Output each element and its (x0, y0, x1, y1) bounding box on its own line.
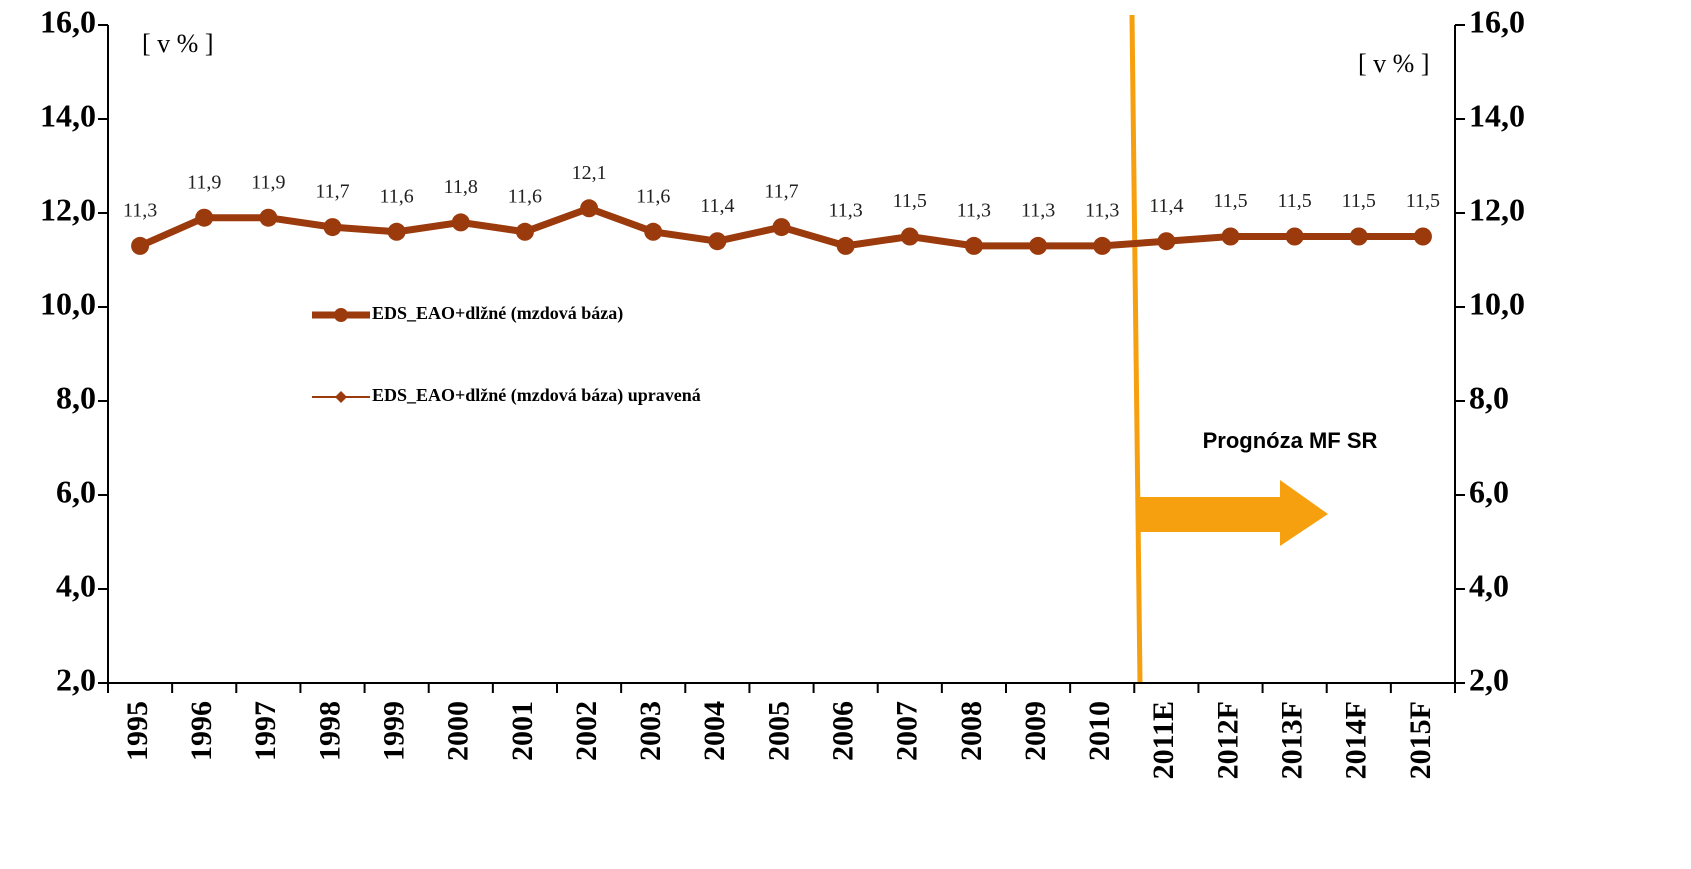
data-label: 11,4 (700, 195, 734, 217)
data-label: 11,5 (893, 190, 927, 212)
x-tick-label: 2005 (762, 701, 795, 761)
x-tick-label: 1998 (313, 701, 346, 761)
point-diamond (390, 225, 403, 238)
data-label: 11,5 (1406, 190, 1440, 212)
x-tick-label: 2012F (1211, 701, 1244, 779)
data-label: 11,5 (1278, 190, 1312, 212)
y-tick-label: 16,0 (40, 3, 96, 39)
point-diamond (647, 225, 660, 238)
y2-tick-label: 6,0 (1469, 473, 1509, 509)
data-label: 11,9 (187, 171, 221, 193)
x-tick-label: 1999 (378, 701, 411, 761)
data-label: 11,3 (1085, 199, 1119, 221)
point-diamond (1352, 230, 1365, 243)
x-tick-label: 1996 (185, 701, 218, 761)
y2-tick-label: 2,0 (1469, 661, 1509, 697)
x-tick-label: 2002 (570, 701, 603, 761)
point-diamond (1224, 230, 1237, 243)
point-diamond (198, 211, 211, 224)
point-diamond (518, 225, 531, 238)
x-tick-label: 2010 (1083, 701, 1116, 761)
point-diamond (1032, 239, 1045, 252)
y2-tick-label: 4,0 (1469, 567, 1509, 603)
point-diamond (1288, 230, 1301, 243)
x-tick-label: 2004 (698, 701, 731, 761)
y-tick-label: 8,0 (56, 379, 96, 415)
legend-label: EDS_EAO+dlžné (mzdová báza) (372, 303, 623, 324)
point-diamond (711, 235, 724, 248)
data-label: 11,6 (380, 185, 414, 207)
y-tick-label: 10,0 (40, 285, 96, 321)
data-label: 11,6 (636, 185, 670, 207)
point-diamond (1416, 230, 1429, 243)
y-tick-label: 6,0 (56, 473, 96, 509)
point-diamond (839, 239, 852, 252)
y-tick-label: 12,0 (40, 191, 96, 227)
point-diamond (967, 239, 980, 252)
x-tick-label: 1997 (249, 701, 282, 761)
x-tick-label: 2011E (1147, 701, 1180, 779)
point-diamond (134, 239, 147, 252)
unit-left: [ v % ] (142, 29, 213, 58)
x-tick-label: 2001 (506, 701, 539, 761)
x-tick-label: 2003 (634, 701, 667, 761)
point-diamond (903, 230, 916, 243)
point-diamond (775, 221, 788, 234)
point-diamond (1160, 235, 1173, 248)
point-diamond (262, 211, 275, 224)
y2-tick-label: 8,0 (1469, 379, 1509, 415)
annotation: Prognóza MF SR (1203, 428, 1378, 453)
legend-marker (335, 391, 347, 403)
y-tick-label: 14,0 (40, 97, 96, 133)
y-tick-label: 2,0 (56, 661, 96, 697)
data-label: 11,7 (315, 181, 349, 203)
x-tick-label: 2008 (955, 701, 988, 761)
x-tick-label: 2000 (442, 701, 475, 761)
x-tick-label: 2007 (891, 701, 924, 761)
data-label: 12,1 (572, 162, 607, 184)
data-label: 11,3 (957, 199, 991, 221)
y-tick-label: 4,0 (56, 567, 96, 603)
point-diamond (583, 202, 596, 215)
legend-marker (334, 308, 348, 322)
data-label: 11,8 (444, 176, 478, 198)
data-label: 11,3 (123, 199, 157, 221)
x-tick-label: 2009 (1019, 701, 1052, 761)
forecast-divider (1129, 14, 1143, 684)
x-tick-label: 1995 (121, 701, 154, 761)
data-label: 11,7 (764, 181, 798, 203)
y2-tick-label: 16,0 (1469, 3, 1525, 39)
forecast-arrow (1138, 480, 1328, 546)
point-diamond (1096, 239, 1109, 252)
data-label: 11,5 (1213, 190, 1247, 212)
x-tick-label: 2013F (1276, 701, 1309, 779)
point-diamond (326, 221, 339, 234)
y2-tick-label: 12,0 (1469, 191, 1525, 227)
data-label: 11,4 (1149, 195, 1183, 217)
y2-tick-label: 10,0 (1469, 285, 1525, 321)
data-label: 11,3 (829, 199, 863, 221)
data-label: 11,9 (251, 171, 285, 193)
legend-label: EDS_EAO+dlžné (mzdová báza) upravená (372, 385, 701, 406)
y2-tick-label: 14,0 (1469, 97, 1525, 133)
data-label: 11,6 (508, 185, 542, 207)
x-tick-label: 2006 (827, 701, 860, 761)
x-tick-label: 2014F (1340, 701, 1373, 779)
data-label: 11,3 (1021, 199, 1055, 221)
point-diamond (454, 216, 467, 229)
unit-right: [ v % ] (1358, 49, 1429, 78)
x-tick-label: 2015F (1404, 701, 1437, 779)
data-label: 11,5 (1342, 190, 1376, 212)
